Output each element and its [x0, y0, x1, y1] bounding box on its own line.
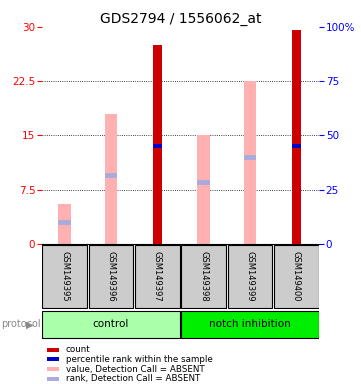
Bar — [105, 172, 117, 178]
Text: value, Detection Call = ABSENT: value, Detection Call = ABSENT — [66, 364, 204, 374]
Text: GSM149399: GSM149399 — [245, 251, 255, 302]
Text: GSM149397: GSM149397 — [153, 251, 162, 302]
Bar — [153, 144, 162, 148]
Bar — [197, 136, 210, 244]
Text: notch inhibition: notch inhibition — [209, 319, 291, 329]
Bar — [43, 311, 179, 338]
Bar — [43, 245, 87, 308]
Bar — [47, 367, 59, 371]
Text: percentile rank within the sample: percentile rank within the sample — [66, 355, 212, 364]
Bar — [47, 348, 59, 352]
Bar — [244, 81, 256, 244]
Title: GDS2794 / 1556062_at: GDS2794 / 1556062_at — [100, 12, 261, 26]
Bar — [182, 311, 318, 338]
Bar — [197, 180, 210, 185]
Bar — [135, 245, 179, 308]
Bar — [292, 144, 301, 148]
Bar — [274, 245, 318, 308]
Text: ▶: ▶ — [26, 319, 33, 329]
Text: control: control — [93, 319, 129, 329]
Bar — [153, 45, 162, 244]
Text: GSM149396: GSM149396 — [106, 251, 116, 302]
Bar — [292, 30, 301, 244]
Text: count: count — [66, 345, 90, 354]
Bar — [58, 220, 71, 225]
Text: protocol: protocol — [1, 319, 40, 329]
Bar — [58, 204, 71, 244]
Bar — [182, 245, 226, 308]
Text: GSM149400: GSM149400 — [292, 251, 301, 302]
Text: GSM149398: GSM149398 — [199, 251, 208, 302]
Bar — [228, 245, 272, 308]
Text: rank, Detection Call = ABSENT: rank, Detection Call = ABSENT — [66, 374, 200, 383]
Bar — [47, 358, 59, 361]
Bar — [105, 114, 117, 244]
Bar — [244, 154, 256, 160]
Bar — [89, 245, 133, 308]
Bar — [47, 377, 59, 381]
Text: GSM149395: GSM149395 — [60, 251, 69, 302]
